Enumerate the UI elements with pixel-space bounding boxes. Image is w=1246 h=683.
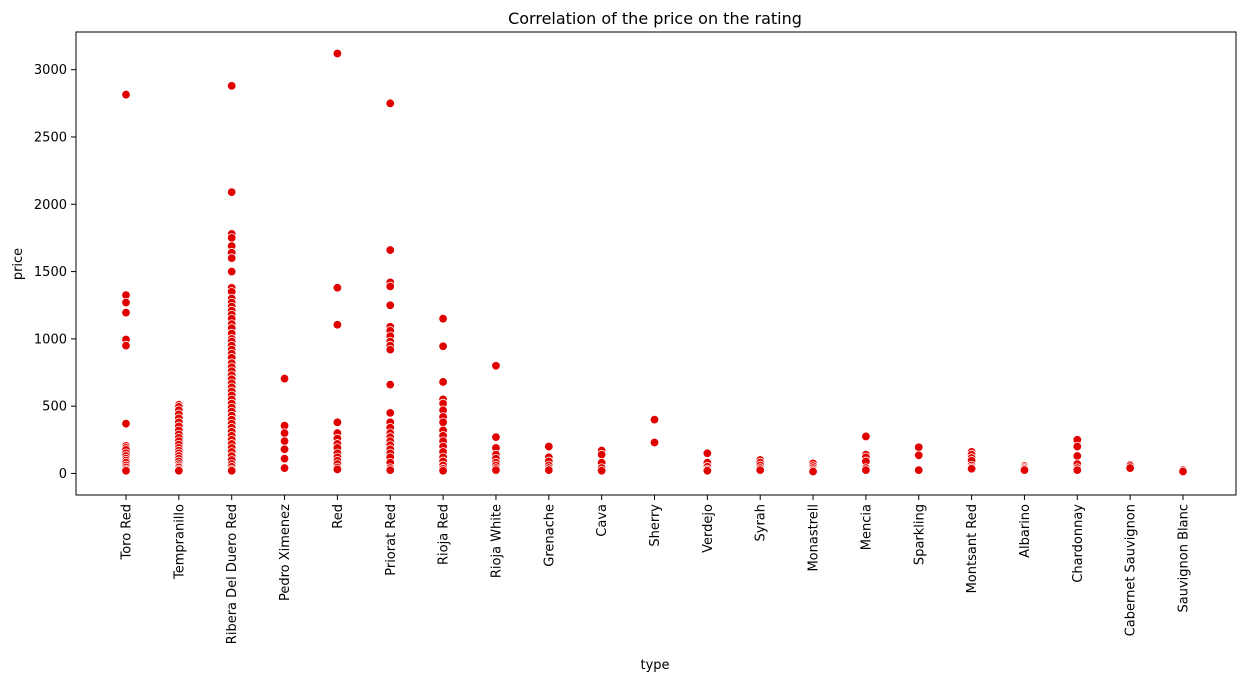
data-point <box>385 379 395 390</box>
x-tick-label: Red <box>331 504 346 529</box>
x-tick-label: Sauvignon Blanc <box>1177 504 1192 612</box>
points-layer <box>121 48 1188 477</box>
data-point <box>808 466 818 477</box>
data-point <box>121 418 131 429</box>
data-point <box>226 81 237 91</box>
x-tick-label: Syrah <box>754 504 769 542</box>
data-point <box>491 432 501 442</box>
data-point <box>438 313 448 324</box>
data-point <box>332 464 343 475</box>
x-tick-label: Monastrell <box>807 504 822 572</box>
data-point <box>702 466 713 476</box>
data-point <box>226 253 237 263</box>
data-point <box>1178 466 1188 477</box>
data-point <box>1072 451 1083 461</box>
data-point <box>1072 441 1083 452</box>
y-tick-label: 0 <box>59 467 67 482</box>
data-point <box>279 436 290 446</box>
data-point <box>914 442 924 452</box>
data-point <box>861 465 871 475</box>
data-point <box>332 283 343 293</box>
data-point <box>1072 465 1083 475</box>
data-point <box>438 417 448 428</box>
data-point <box>438 341 448 351</box>
x-tick-label: Cabernet Sauvignon <box>1124 504 1139 636</box>
data-point <box>385 245 395 255</box>
data-point <box>544 441 554 452</box>
data-point <box>1019 465 1030 475</box>
x-tick-label: Chardonnay <box>1071 504 1086 583</box>
y-tick-label: 3000 <box>34 63 67 78</box>
x-tick-label: Sparkling <box>912 504 927 565</box>
data-point <box>861 431 871 442</box>
data-point <box>121 466 131 476</box>
data-point <box>226 187 237 197</box>
data-point <box>121 297 131 308</box>
data-point <box>332 320 343 330</box>
x-axis-label: type <box>640 658 669 673</box>
plot-frame <box>75 31 1237 496</box>
data-point <box>279 444 290 454</box>
data-point <box>385 465 395 475</box>
x-tick-label: Rioja White <box>489 504 504 578</box>
data-point <box>438 466 448 476</box>
data-point <box>121 340 131 351</box>
x-tick-label: Tempranillo <box>172 504 187 580</box>
data-point <box>1125 463 1135 473</box>
data-point <box>385 281 395 292</box>
data-point <box>914 465 924 475</box>
data-point <box>279 463 290 473</box>
data-point <box>226 233 237 243</box>
x-axis: Toro Red Tempranillo Ribera Del Duero Red P… <box>120 495 1192 644</box>
data-point <box>755 465 765 475</box>
data-point <box>332 417 343 428</box>
data-point <box>385 408 395 418</box>
data-point <box>491 465 501 475</box>
data-point <box>544 465 554 475</box>
data-point <box>279 428 290 438</box>
y-tick-label: 1500 <box>34 265 67 280</box>
data-point <box>385 98 395 109</box>
y-axis-label: price <box>11 248 26 280</box>
data-point <box>279 373 290 384</box>
x-tick-label: Verdejo <box>701 504 716 553</box>
data-point <box>491 361 501 371</box>
chart-title: Correlation of the price on the rating <box>508 9 802 28</box>
data-point <box>649 437 660 448</box>
y-tick-label: 2500 <box>34 130 67 145</box>
y-tick-label: 2000 <box>34 198 67 213</box>
data-point <box>174 466 184 476</box>
x-tick-label: Toro Red <box>120 504 135 561</box>
data-point <box>121 307 131 318</box>
y-tick-label: 500 <box>42 400 67 415</box>
data-point <box>914 450 924 460</box>
data-point <box>596 449 607 460</box>
x-tick-label: Grenache <box>542 504 557 567</box>
data-point <box>438 377 448 387</box>
data-point <box>649 414 660 425</box>
x-tick-label: Cava <box>595 504 610 537</box>
data-point <box>226 466 237 476</box>
x-tick-label: Albarino <box>1018 504 1033 558</box>
x-tick-label: Rioja Red <box>437 504 452 565</box>
y-tick-label: 1000 <box>34 332 67 347</box>
data-point <box>702 448 713 458</box>
x-tick-label: Sherry <box>648 504 663 547</box>
data-point <box>385 344 395 355</box>
x-tick-label: Priorat Red <box>384 504 399 576</box>
data-point <box>966 464 977 474</box>
y-axis: 0 500 1000 1500 2000 2500 3000 <box>34 63 76 482</box>
data-point <box>226 266 237 277</box>
x-tick-label: Montsant Red <box>965 504 980 593</box>
data-point <box>279 453 290 464</box>
data-point <box>596 466 607 476</box>
x-tick-label: Ribera Del Duero Red <box>225 504 240 644</box>
x-tick-label: Mencia <box>859 504 874 550</box>
x-tick-label: Pedro Ximenez <box>278 504 293 601</box>
data-point <box>332 48 343 59</box>
data-point <box>121 89 131 100</box>
data-point <box>385 300 395 310</box>
